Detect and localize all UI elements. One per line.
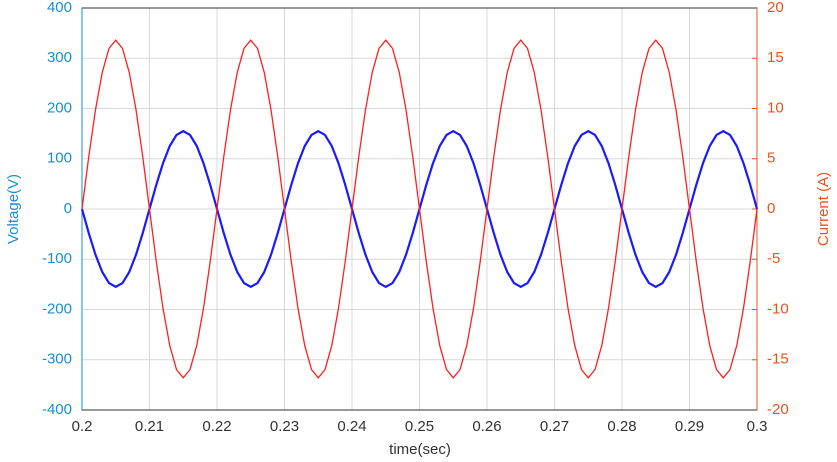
y-tick-label: -100 [42,250,72,267]
x-tick-label: 0.21 [135,418,164,435]
series-line [81,39,758,379]
y2-tick-label: 15 [767,49,784,66]
y2-tick-label: 5 [767,150,775,167]
y-tick-label: 300 [47,49,72,66]
y2-tick-label: -20 [767,401,789,418]
x-tick-label: 0.23 [270,418,299,435]
x-tick-label: 0.28 [607,418,636,435]
x-tick-label: 0.26 [472,418,501,435]
x-tick-label: 0.25 [405,418,434,435]
y2-tick-label: -15 [767,351,789,368]
y-axis-label: Voltage(V) [5,174,22,244]
y-tick-label: 100 [47,150,72,167]
x-tick-label: 0.24 [337,418,366,435]
y2-axis-label: Current (A) [815,172,832,246]
y-tick-label: -400 [42,401,72,418]
y-tick-label: 0 [64,200,72,217]
y2-tick-label: -5 [767,250,780,267]
y2-tick-label: -10 [767,300,789,317]
x-tick-label: 0.3 [747,418,768,435]
y2-tick-label: 20 [767,0,784,16]
x-tick-label: 0.2 [72,418,93,435]
x-tick-label: 0.22 [202,418,231,435]
y2-tick-label: 10 [767,99,784,116]
x-axis-label: time(sec) [389,441,451,458]
y-tick-label: 200 [47,99,72,116]
y-tick-label: -200 [42,300,72,317]
x-tick-label: 0.27 [540,418,569,435]
y-tick-label: 400 [47,0,72,16]
y-tick-label: -300 [42,351,72,368]
y2-tick-label: 0 [767,200,775,217]
x-tick-label: 0.29 [675,418,704,435]
